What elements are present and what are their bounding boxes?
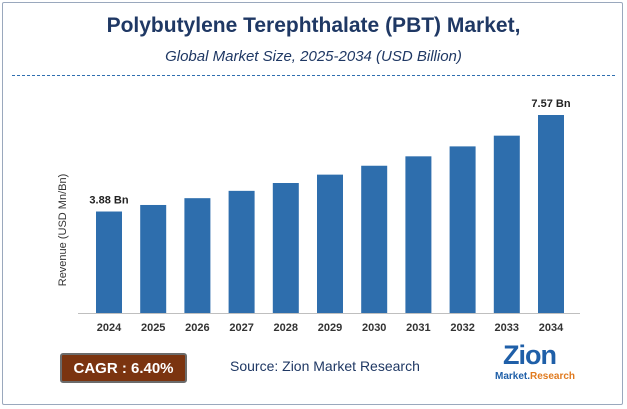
bar-2034 <box>538 115 564 313</box>
chart-title: Polybutylene Terephthalate (PBT) Market, <box>106 14 521 37</box>
x-tick-label-2028: 2028 <box>274 322 298 334</box>
x-tick-label-2033: 2033 <box>495 322 519 334</box>
bar-2028 <box>272 183 299 313</box>
x-tick-label-2034: 2034 <box>539 322 564 334</box>
y-axis-label: Revenue (USD Mn/Bn) <box>57 173 69 287</box>
x-tick-label-2029: 2029 <box>318 322 342 334</box>
bar-2032 <box>449 146 476 313</box>
x-tick-label-2024: 2024 <box>97 322 122 334</box>
bar-2024 <box>96 211 122 313</box>
bar-2031 <box>405 156 432 313</box>
logo-main-text: Zion <box>503 340 557 370</box>
bar-2025 <box>140 204 167 313</box>
logo-sub-suffix: Research <box>530 371 576 382</box>
data-label-2034: 7.57 Bn <box>531 98 570 110</box>
cagr-badge: CAGR : 6.40% <box>60 353 187 383</box>
title-divider <box>12 75 615 76</box>
bar-2026 <box>184 198 211 313</box>
bar-2027 <box>228 190 255 313</box>
x-tick-label-2030: 2030 <box>362 322 386 334</box>
data-label-2024: 3.88 Bn <box>89 195 128 207</box>
x-tick-label-2026: 2026 <box>185 322 209 334</box>
source-text: Source: Zion Market Research <box>230 358 420 374</box>
logo-sub-prefix: Market. <box>495 371 531 382</box>
x-tick-label-2031: 2031 <box>406 322 430 334</box>
zion-logo: Zion Market.Research <box>493 340 593 392</box>
x-tick-label-2025: 2025 <box>141 322 165 334</box>
bar-2029 <box>317 174 343 313</box>
x-tick-label-2032: 2032 <box>450 322 474 334</box>
bar-2033 <box>493 135 520 313</box>
bar-2030 <box>361 165 388 313</box>
chart-frame <box>2 2 623 405</box>
x-tick-label-2027: 2027 <box>229 322 253 334</box>
chart-subtitle: Global Market Size, 2025-2034 (USD Billi… <box>165 48 462 65</box>
logo-sub-text: Market.Research <box>495 371 575 382</box>
